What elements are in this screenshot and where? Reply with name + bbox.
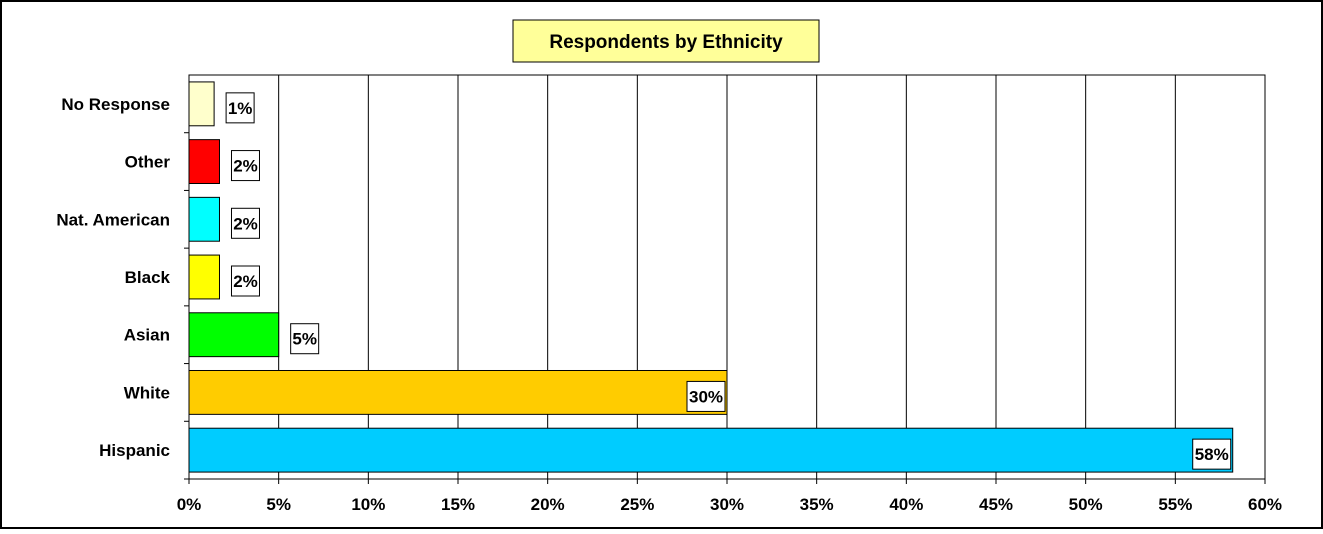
data-label-0: 1% (228, 99, 253, 118)
bar-hispanic (188, 427, 1234, 473)
x-tick-label-7: 35% (800, 495, 834, 514)
y-tick-label-3: Black (125, 268, 171, 287)
bar-nat-american (188, 196, 220, 242)
bar-other (188, 139, 220, 185)
data-label-box-6 (1192, 438, 1232, 470)
x-tick-label-10: 50% (1069, 495, 1103, 514)
bar-no-response (188, 81, 215, 127)
y-tick-label-5: White (124, 383, 170, 402)
x-tick-label-1: 5% (266, 495, 291, 514)
data-label-box-1 (230, 150, 260, 182)
data-labels: 1% 2% 2% 2% 5% 30% 58% (225, 92, 1232, 470)
x-tick-label-4: 20% (531, 495, 565, 514)
y-tick-label-0: No Response (61, 95, 170, 114)
bar-white (188, 369, 728, 415)
data-label-4: 5% (292, 330, 317, 349)
data-label-3: 2% (233, 272, 258, 291)
bars (188, 81, 1234, 473)
chart-title-box (512, 19, 820, 63)
data-label-1: 2% (233, 157, 258, 176)
y-tick-label-6: Hispanic (99, 441, 170, 460)
y-tick-label-2: Nat. American (56, 210, 170, 229)
bar-asian (188, 312, 280, 358)
x-tick-label-3: 15% (441, 495, 475, 514)
chart-title: Respondents by Ethnicity (549, 32, 783, 53)
bar-black (188, 254, 220, 300)
x-tick-label-0: 0% (177, 495, 202, 514)
y-tick-label-4: Asian (124, 326, 170, 345)
data-label-2: 2% (233, 214, 258, 233)
x-tick-label-12: 60% (1248, 495, 1282, 514)
x-tick-label-6: 30% (710, 495, 744, 514)
data-label-5: 30% (689, 387, 723, 406)
x-tick-label-8: 40% (889, 495, 923, 514)
x-tick-label-5: 25% (620, 495, 654, 514)
x-tick-label-11: 55% (1158, 495, 1192, 514)
data-label-box-5 (686, 380, 726, 412)
data-label-box-2 (230, 207, 260, 239)
x-tick-label-9: 45% (979, 495, 1013, 514)
data-label-box-0 (225, 92, 255, 124)
y-tick-labels: No Response Other Nat. American Black Asian W… (56, 95, 189, 480)
data-label-6: 58% (1195, 445, 1229, 464)
x-tick-labels: 0% 5% 10% 15% 20% 25% 30% 35% 40% 45% 50% 55% 60% (177, 495, 1282, 514)
y-tick-label-1: Other (125, 153, 171, 172)
data-label-box-4 (290, 323, 320, 355)
x-tick-label-2: 10% (351, 495, 385, 514)
data-label-box-3 (230, 265, 260, 297)
